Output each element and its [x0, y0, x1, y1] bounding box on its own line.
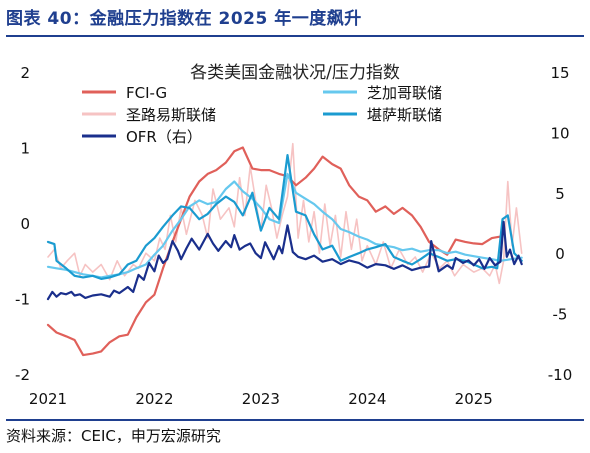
series-line-chicago	[46, 172, 523, 279]
legend-label-kc: 堪萨斯联储	[367, 106, 442, 124]
legend-label-stl: 圣路易斯联储	[126, 106, 216, 124]
x-tick-label: 2023	[242, 390, 280, 408]
y-right-tick-label: 0	[555, 245, 565, 263]
y-left-tick-label: 2	[20, 64, 30, 82]
series-line-stl	[47, 142, 523, 285]
series-line-kc	[46, 153, 523, 280]
y-left-tick-label: -2	[15, 366, 30, 384]
legend-label-chicago: 芝加哥联储	[367, 84, 442, 102]
x-tick-label: 2025	[455, 390, 493, 408]
x-tick-label: 2024	[348, 390, 386, 408]
series-layer	[46, 142, 523, 357]
x-tick-label: 2021	[29, 390, 67, 408]
x-tick-label: 2022	[135, 390, 173, 408]
legend-label-ofr: OFR（右）	[126, 128, 202, 146]
figure-title: 图表 40：金融压力指数在 2025 年一度飙升	[6, 9, 362, 29]
series-line-fci	[46, 146, 502, 357]
y-right-tick-label: 5	[555, 185, 565, 203]
series-line-ofr	[46, 220, 523, 301]
y-left-tick-label: -1	[15, 291, 30, 309]
y-left-tick-label: 0	[20, 215, 30, 233]
source-divider	[6, 419, 584, 421]
y-right-tick-label: 15	[550, 64, 569, 82]
y-right-tick-label: 10	[550, 124, 569, 142]
title-divider	[6, 35, 584, 37]
y-left-tick-label: 1	[20, 140, 30, 158]
y-right-tick-label: -10	[548, 366, 573, 384]
chart-title: 各类美国金融状况/压力指数	[190, 63, 400, 83]
source-note: 资料来源：CEIC，申万宏源研究	[6, 427, 221, 445]
y-right-tick-label: -5	[553, 306, 568, 324]
legend-label-fci: FCI-G	[126, 84, 167, 102]
